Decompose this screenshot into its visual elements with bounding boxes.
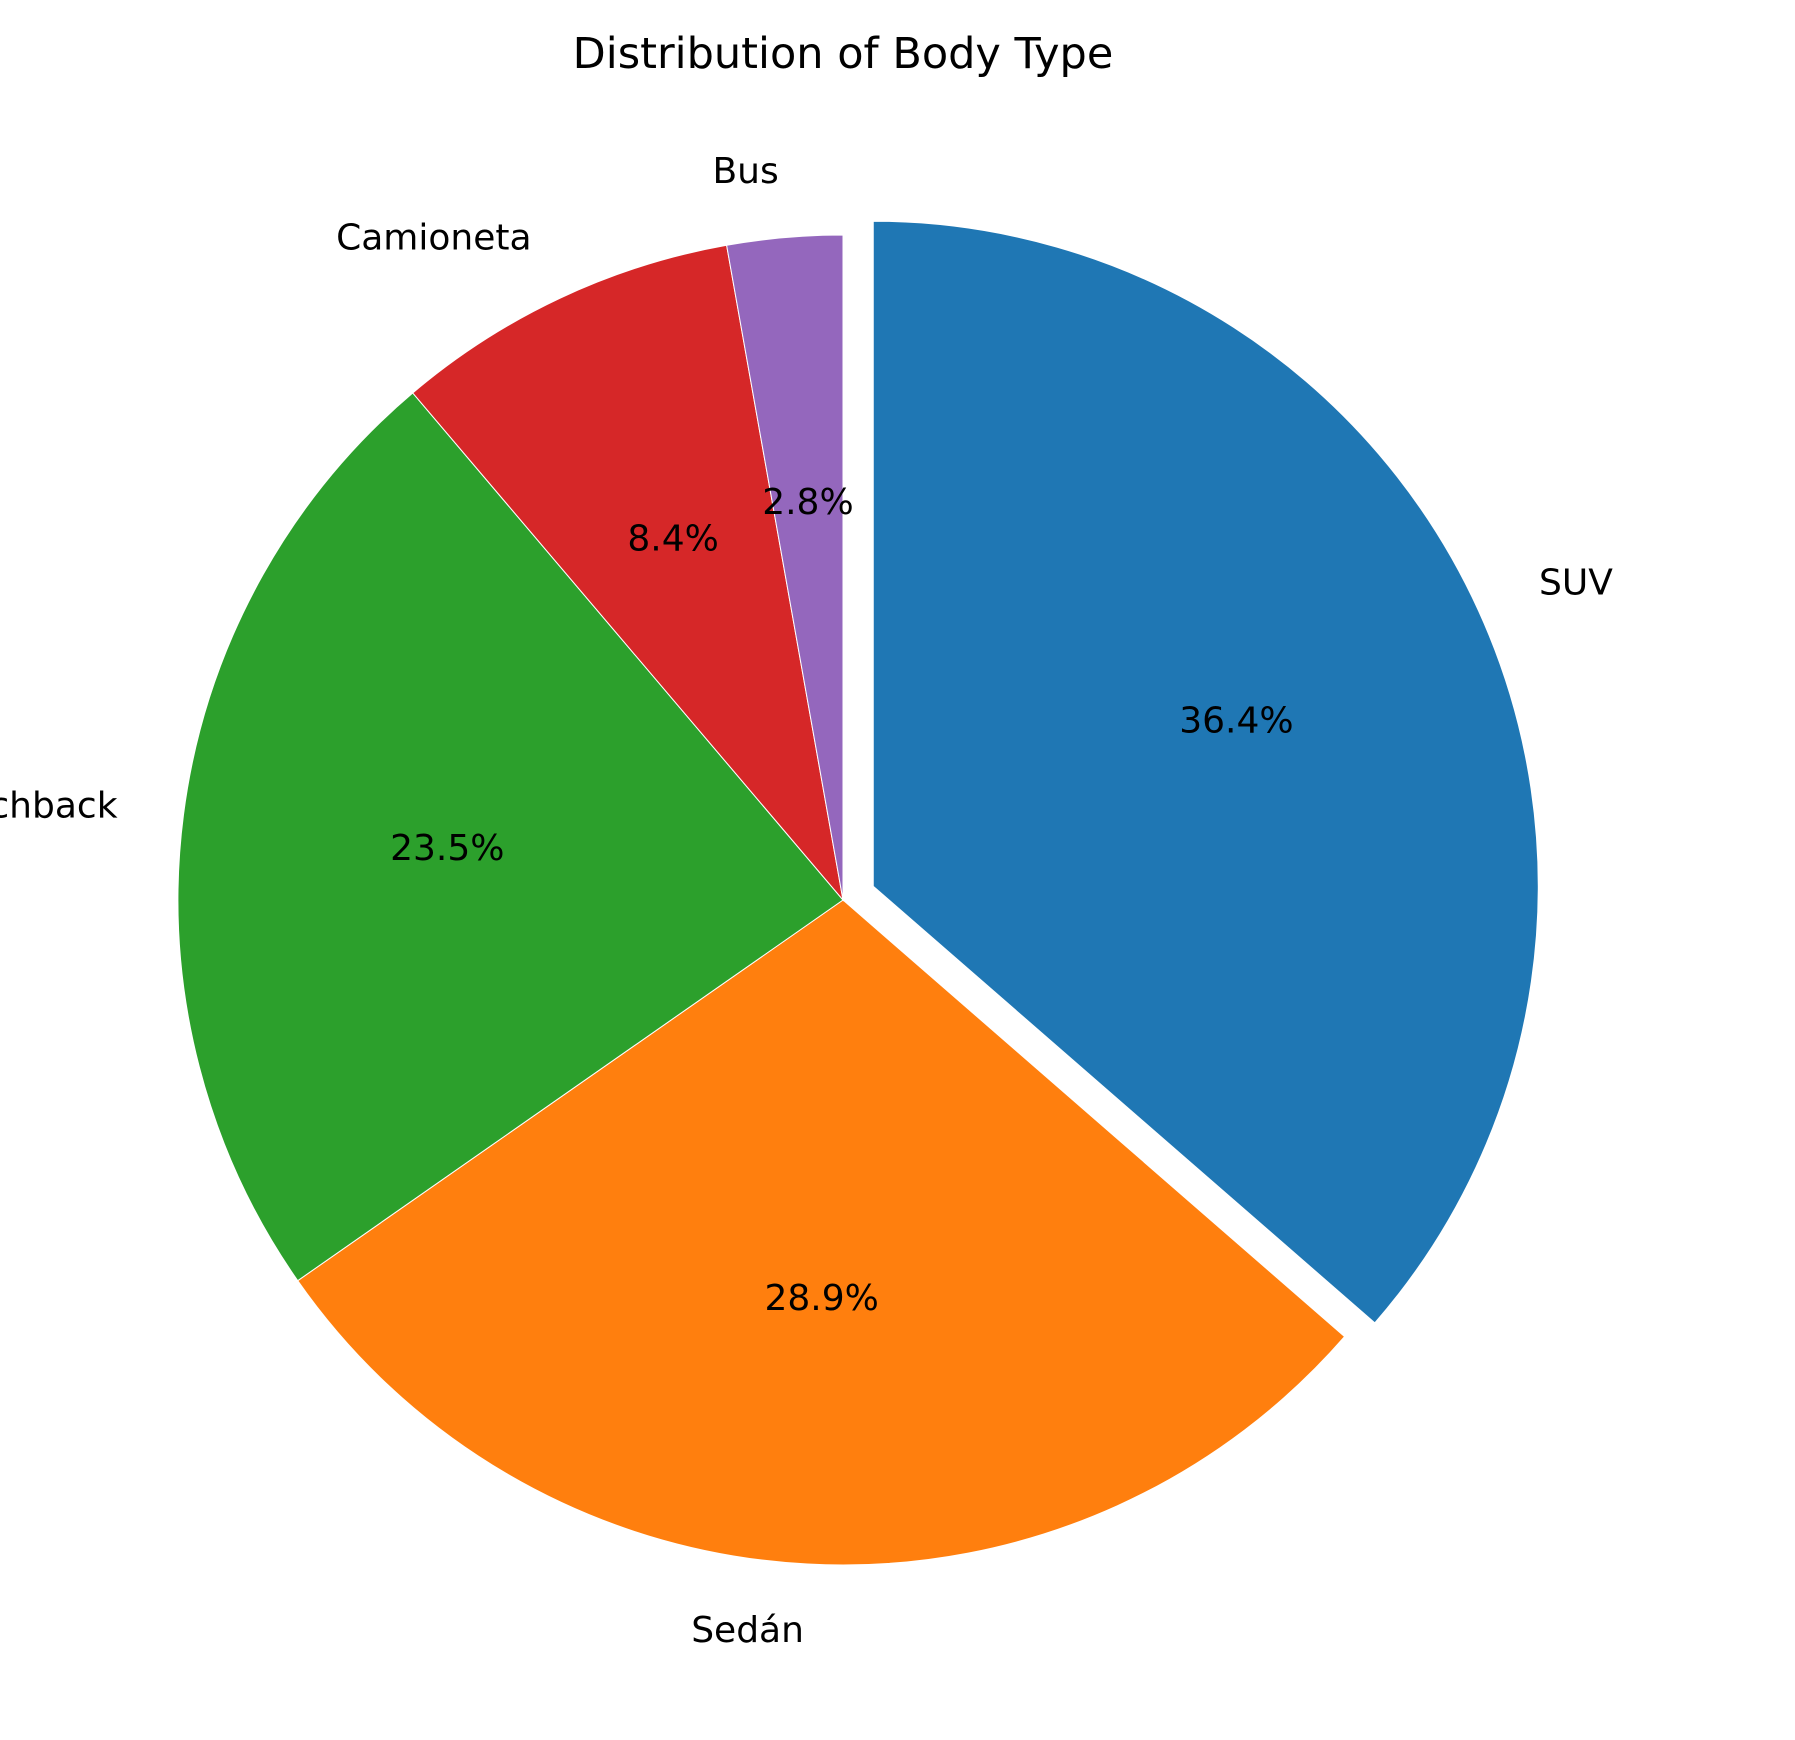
percent-label-hatchback: 23.5%	[390, 828, 504, 869]
pie-slice-suv	[872, 220, 1539, 1324]
pie-slice-hatchback	[177, 392, 844, 1282]
slice-label-suv: SUV	[1539, 563, 1613, 604]
slice-labels: SUV Sedán Hatchback Camioneta Bus	[0, 151, 1613, 1651]
percent-label-camioneta: 8.4%	[627, 518, 718, 559]
pie-slice-sedan	[297, 899, 1346, 1566]
pie-slices	[177, 220, 1539, 1566]
percent-label-suv: 36.4%	[1179, 700, 1293, 741]
slice-label-bus: Bus	[712, 151, 778, 192]
slice-label-sedan: Sedán	[691, 1610, 804, 1651]
percent-labels: 36.4% 28.9% 23.5% 8.4% 2.8%	[390, 482, 1293, 1319]
slice-label-camioneta: Camioneta	[336, 218, 531, 259]
pie-slice-camioneta	[412, 244, 844, 902]
slice-label-hatchback: Hatchback	[0, 786, 118, 827]
pie-slice-bus	[726, 234, 844, 901]
percent-label-bus: 2.8%	[762, 482, 853, 523]
percent-label-sedan: 28.9%	[765, 1278, 879, 1319]
chart-title: Distribution of Body Type	[573, 29, 1114, 79]
